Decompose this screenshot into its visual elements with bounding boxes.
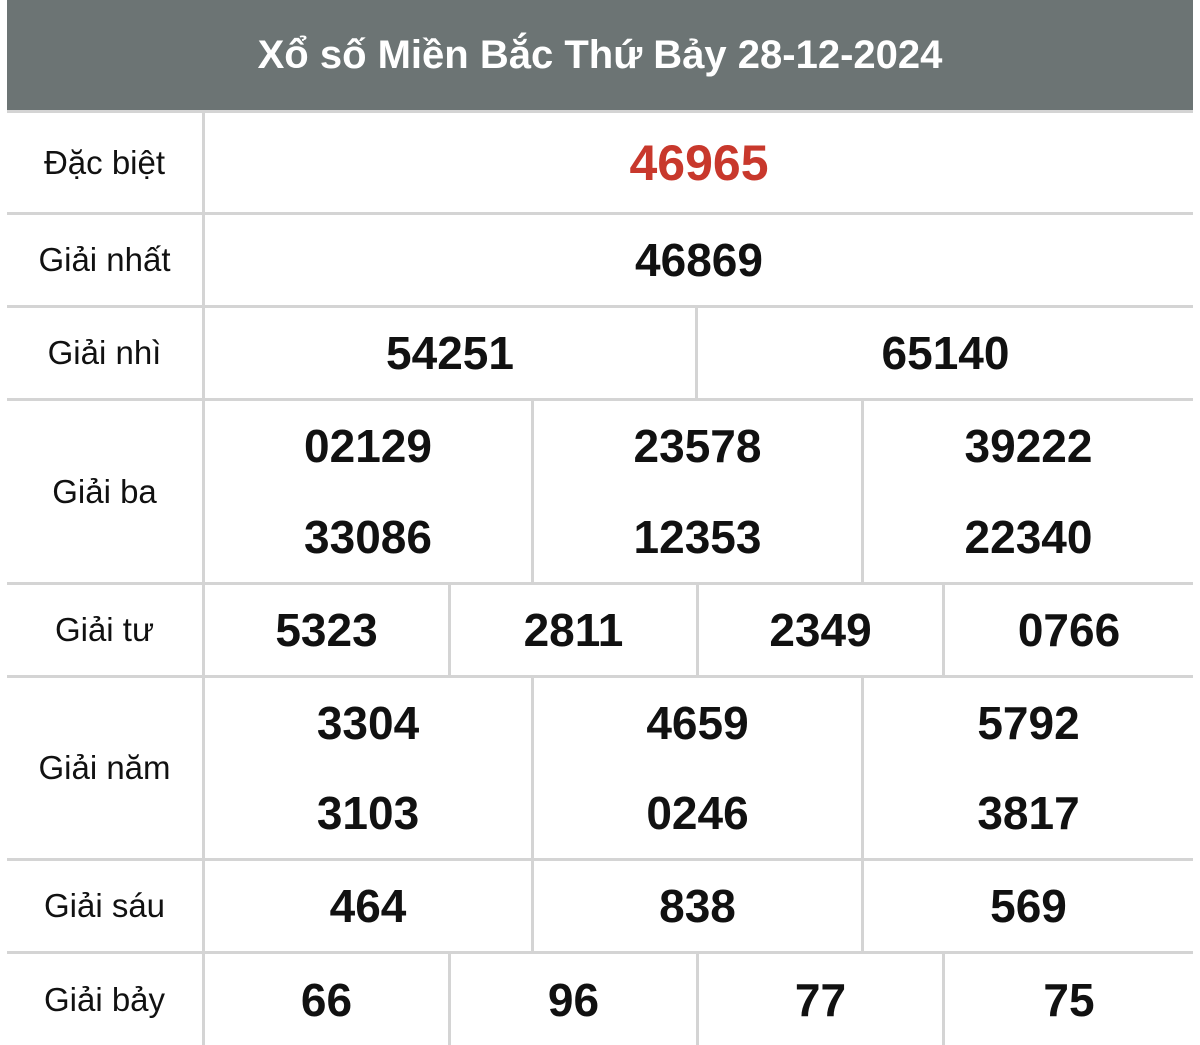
prize-label: Giải bảy [7,954,202,1045]
prize-label: Giải tư [7,585,202,675]
prize-number: 569 [990,880,1067,932]
prize-numbers: 66 96 77 75 [205,954,1193,1045]
prize-number: 5792 [977,697,1080,749]
prize-label: Giải sáu [7,861,202,951]
prize-numbers: 54251 65140 [205,308,1193,398]
prize-number: 0766 [1017,604,1121,656]
prize-number: 0246 [646,787,749,839]
number-cell: 46965 [205,113,1193,212]
number-cell: 838 [534,861,861,951]
number-cell: 3304 3103 [205,678,531,858]
prize-number: 464 [329,880,407,932]
prize-number: 02129 [304,420,432,473]
prize-numbers: 3304 3103 4659 0246 5792 3817 [205,678,1193,858]
number-cell: 5792 3817 [864,678,1193,858]
prize-number: 96 [547,973,600,1026]
prize-row: Giải tư 5323 2811 2349 0766 [7,585,1193,675]
number-cell: 96 [451,954,696,1045]
number-cell: 2811 [451,585,696,675]
number-cell: 39222 22340 [864,401,1193,582]
prize-number: 4659 [646,697,749,749]
prize-label: Giải ba [7,401,202,582]
prize-number: 2811 [523,604,624,656]
prize-numbers: 464 838 569 [205,861,1193,951]
prize-number: 39222 [964,420,1093,473]
prize-numbers: 46965 [205,113,1193,212]
prize-row: Đặc biệt 46965 [7,113,1193,212]
prize-row: Giải nhất 46869 [7,215,1193,305]
prize-number: 65140 [881,327,1010,379]
prize-number: 33086 [304,510,432,563]
number-cell: 569 [864,861,1193,951]
prize-number: 46869 [635,234,763,286]
results-table: Xổ số Miền Bắc Thứ Bảy 28-12-2024 Đặc bi… [7,0,1193,1045]
number-cell: 23578 12353 [534,401,861,582]
prize-numbers: 5323 2811 2349 0766 [205,585,1193,675]
prize-label: Đặc biệt [7,113,202,212]
prize-row: Giải sáu 464 838 569 [7,861,1193,951]
prize-number: 12353 [633,510,762,563]
prize-label: Giải năm [7,678,202,858]
number-cell: 2349 [699,585,942,675]
prize-number: 3304 [316,697,420,749]
prize-row: Giải năm 3304 3103 4659 0246 5792 3817 [7,678,1193,858]
prize-label: Giải nhất [7,215,202,305]
prize-numbers: 02129 33086 23578 12353 39222 22340 [205,401,1193,582]
prize-number: 838 [659,880,736,932]
prize-row: Giải nhì 54251 65140 [7,308,1193,398]
prize-number: 3817 [977,787,1080,839]
number-cell: 4659 0246 [534,678,861,858]
number-cell: 65140 [698,308,1193,398]
number-cell: 66 [205,954,448,1045]
number-cell: 5323 [205,585,448,675]
prize-number: 66 [300,973,353,1026]
page-title: Xổ số Miền Bắc Thứ Bảy 28-12-2024 [7,0,1193,110]
prize-row: Giải bảy 66 96 77 75 [7,954,1193,1045]
number-cell: 54251 [205,308,695,398]
prize-numbers: 46869 [205,215,1193,305]
prize-number: 5323 [275,604,378,656]
prize-label: Giải nhì [7,308,202,398]
prize-number: 77 [794,973,847,1026]
number-cell: 0766 [945,585,1193,675]
special-prize-number: 46965 [629,134,769,191]
prize-number: 22340 [964,510,1093,563]
prize-number: 23578 [633,420,762,473]
number-cell: 464 [205,861,531,951]
number-cell: 75 [945,954,1193,1045]
number-cell: 02129 33086 [205,401,531,582]
number-cell: 46869 [205,215,1193,305]
number-cell: 77 [699,954,942,1045]
prize-number: 3103 [316,787,420,839]
prize-number: 54251 [386,327,514,379]
prize-number: 75 [1043,973,1095,1026]
prize-number: 2349 [769,604,872,656]
prize-row: Giải ba 02129 33086 23578 12353 39222 22340 [7,401,1193,582]
